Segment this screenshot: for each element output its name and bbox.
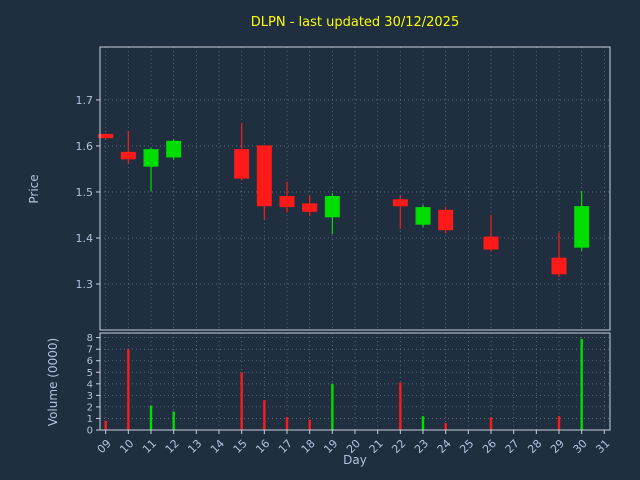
- volume-bar: [308, 419, 311, 430]
- x-tick-label: 11: [140, 437, 159, 456]
- volume-tick-label: 1: [87, 414, 93, 425]
- volume-tick-label: 7: [87, 345, 93, 356]
- candle-body-down: [392, 199, 408, 207]
- volume-bar: [580, 338, 583, 430]
- volume-bar: [104, 420, 107, 430]
- candle-body-down: [279, 196, 295, 208]
- x-tick-label: 25: [457, 437, 476, 456]
- volume-tick-label: 5: [87, 368, 93, 379]
- candle-body-up: [574, 206, 590, 248]
- volume-bar: [489, 417, 493, 430]
- x-tick-label: 13: [185, 437, 204, 456]
- x-tick-label: 18: [299, 437, 318, 456]
- volume-tick-label: 8: [87, 333, 93, 344]
- price-tick-label: 1.4: [76, 232, 94, 245]
- x-tick-label: 10: [117, 437, 136, 456]
- price-tick-label: 1.5: [76, 186, 94, 199]
- x-tick-label: 30: [571, 437, 590, 456]
- candle-body-down: [98, 133, 114, 139]
- volume-bar: [127, 349, 130, 430]
- volume-tick-label: 3: [87, 391, 93, 402]
- x-tick-label: 15: [231, 437, 250, 456]
- volume-bar: [557, 416, 561, 430]
- x-axis-label: Day: [343, 453, 367, 467]
- candle-body-up: [166, 140, 182, 158]
- candle-body-down: [302, 203, 318, 212]
- x-tick-label: 14: [208, 437, 227, 456]
- volume-bar: [285, 417, 289, 430]
- x-tick-label: 17: [276, 437, 295, 456]
- x-tick-label: 21: [367, 437, 386, 456]
- x-tick-label: 31: [593, 437, 612, 456]
- candles-layer: [98, 122, 590, 278]
- price-tick-label: 1.3: [76, 278, 94, 291]
- volume-bars-layer: [104, 338, 583, 430]
- volume-tick-label: 2: [87, 402, 93, 413]
- x-tick-label: 26: [480, 437, 499, 456]
- volume-bar: [331, 383, 334, 430]
- candle-body-down: [438, 209, 454, 231]
- grid-layer: [100, 47, 610, 431]
- price-axis-label: Price: [27, 174, 41, 203]
- candle-body-up: [415, 207, 431, 225]
- x-tick-label: 24: [435, 437, 454, 456]
- x-tick-label: 23: [412, 437, 431, 456]
- volume-axis-label: Volume (0000): [46, 338, 60, 426]
- volume-tick-label: 4: [87, 379, 93, 390]
- x-tick-label: 28: [525, 437, 544, 456]
- candle-body-down: [256, 145, 272, 207]
- candle-body-up: [324, 196, 340, 218]
- volume-bar: [149, 405, 153, 430]
- candle-body-up: [143, 149, 159, 167]
- candle-body-down: [234, 149, 250, 179]
- x-tick-label: 16: [253, 437, 272, 456]
- price-tick-label: 1.7: [76, 94, 94, 107]
- x-tick-label: 29: [548, 437, 567, 456]
- price-panel-border: [99, 46, 611, 331]
- chart-title: DLPN - last updated 30/12/2025: [251, 15, 459, 30]
- x-tick-label: 27: [503, 437, 522, 456]
- axes-layer: [96, 46, 611, 434]
- volume-bar: [263, 399, 266, 430]
- volume-bar: [421, 416, 425, 430]
- x-tick-label: 22: [389, 437, 408, 456]
- x-tick-label: 19: [321, 437, 340, 456]
- volume-tick-label: 0: [87, 426, 93, 437]
- x-tick-label: 09: [95, 437, 114, 456]
- volume-bar: [172, 411, 175, 430]
- volume-bar: [240, 372, 243, 430]
- volume-tick-label: 6: [87, 356, 93, 367]
- candle-body-down: [551, 257, 567, 275]
- price-tick-label: 1.6: [76, 140, 94, 153]
- candle-body-down: [120, 151, 136, 160]
- volume-bar: [444, 423, 447, 430]
- volume-bar: [399, 382, 402, 430]
- x-tick-label: 12: [163, 437, 182, 456]
- candle-body-down: [483, 236, 499, 250]
